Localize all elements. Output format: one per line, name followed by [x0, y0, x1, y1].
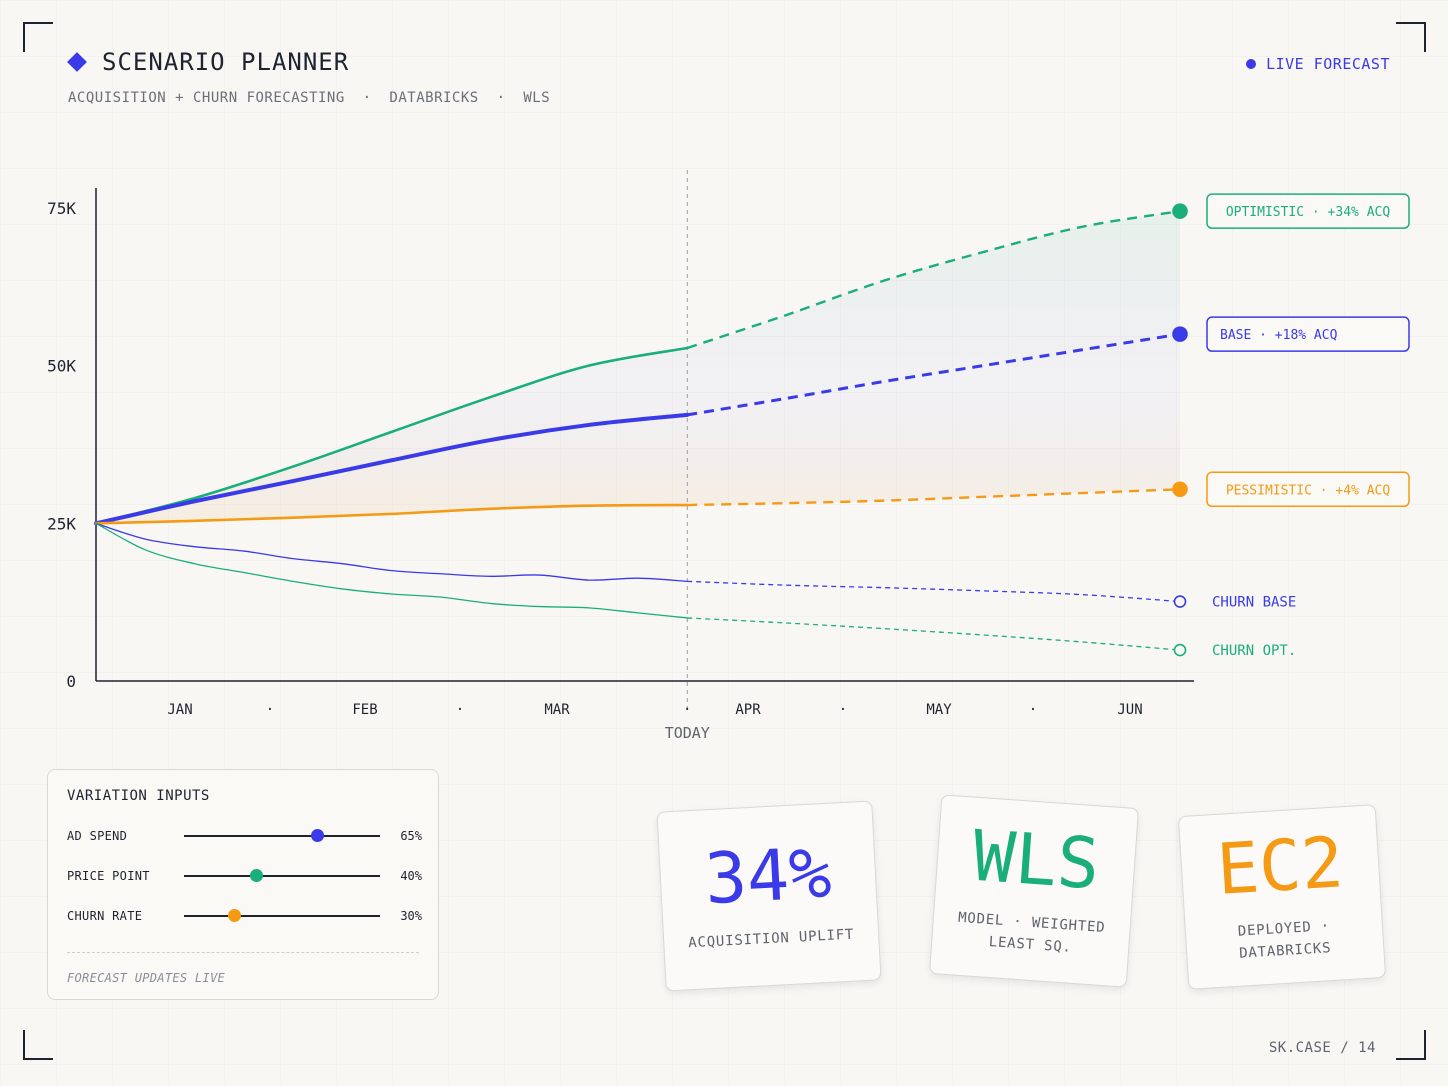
today-label: TODAY: [665, 724, 710, 742]
series-line-actual: [94, 412, 690, 526]
series-tag-label: CHURN OPT.: [1212, 643, 1296, 659]
page-footer: SK.CASE / 14: [1268, 1040, 1376, 1056]
y-tick-label: 50K: [47, 357, 76, 376]
series-tag-label: PESSIMISTIC · +4% ACQ: [1226, 483, 1391, 498]
series-tag-label: OPTIMISTIC · +34% ACQ: [1226, 205, 1391, 220]
x-tick-separator: ·: [839, 702, 847, 718]
slider-label: AD SPEND: [67, 829, 128, 843]
slider-track[interactable]: [184, 909, 380, 922]
series-end-point: [1173, 595, 1187, 608]
live-dot-icon: [1246, 59, 1257, 69]
y-tick-label: 25K: [47, 514, 76, 533]
series-line-actual: [95, 522, 688, 619]
slider-price-point[interactable]: PRICE POINT 40%: [67, 866, 422, 886]
metric-card-model: WLS MODEL · WEIGHTED LEAST SQ.: [928, 794, 1140, 988]
series-line-actual: [94, 346, 689, 525]
series-line-forecast: [687, 580, 1181, 603]
panel-title: VARIATION INPUTS: [67, 788, 210, 804]
slider-value: 65%: [400, 829, 422, 843]
x-tick-separator: ·: [456, 702, 464, 718]
x-tick-separator: ·: [1029, 702, 1037, 718]
series-line-forecast: [687, 617, 1181, 651]
slider-track[interactable]: [184, 829, 380, 842]
scenario-fan-area: [96, 211, 1180, 524]
x-tick-label: JAN: [167, 702, 192, 718]
slider-label: PRICE POINT: [67, 869, 150, 883]
x-tick-label: JUN: [1117, 702, 1142, 718]
series-end-point: [1172, 481, 1188, 498]
series-end-point: [1172, 203, 1188, 219]
x-tick-separator: ·: [683, 702, 691, 718]
metric-caption: ACQUISITION UPLIFT: [687, 926, 855, 952]
series-line-actual: [95, 522, 688, 583]
page-subtitle: ACQUISITION + CHURN FORECASTING · DATABR…: [68, 90, 551, 106]
corner-mark-bottom-left: [23, 1030, 53, 1060]
metric-value: 34%: [702, 831, 834, 921]
slider-value: 30%: [400, 909, 422, 923]
series-line-actual: [94, 503, 689, 525]
corner-mark-top-right: [1396, 22, 1426, 52]
x-tick-label: APR: [735, 702, 761, 718]
live-forecast-badge[interactable]: LIVE FORECAST: [1246, 55, 1390, 73]
panel-divider: [67, 952, 419, 953]
y-tick-label: 75K: [47, 199, 76, 218]
metric-card-acquisition: 34% ACQUISITION UPLIFT: [656, 800, 882, 992]
x-tick-label: MAY: [926, 702, 952, 718]
slider-label: CHURN RATE: [67, 909, 143, 923]
slider-track[interactable]: [184, 869, 380, 882]
metric-caption: MODEL · WEIGHTED LEAST SQ.: [957, 910, 1106, 956]
slider-churn-rate[interactable]: CHURN RATE 30%: [67, 906, 422, 926]
slider-value: 40%: [400, 869, 422, 883]
series-line-forecast: [686, 209, 1181, 350]
panel-footnote: FORECAST UPDATES LIVE: [67, 971, 226, 985]
slider-thumb[interactable]: [228, 909, 242, 922]
x-tick-separator: ·: [266, 702, 274, 718]
series-tag-label: BASE · +18% ACQ: [1220, 328, 1338, 343]
series-tag-box: [1206, 193, 1410, 229]
series-line-forecast: [687, 332, 1181, 417]
corner-mark-top-left: [23, 22, 53, 52]
y-tick-label: 0: [66, 672, 76, 691]
metric-value: WLS: [970, 815, 1103, 906]
metric-caption: DEPLOYED · DATABRICKS: [1237, 918, 1332, 962]
series-end-point: [1172, 326, 1188, 342]
live-forecast-label: LIVE FORECAST: [1266, 55, 1390, 73]
header: SCENARIO PLANNER: [67, 48, 350, 76]
corner-mark-bottom-right: [1396, 1030, 1426, 1060]
series-end-point: [1173, 643, 1187, 657]
series-tag-label: CHURN BASE: [1212, 595, 1296, 611]
series-line-forecast: [687, 488, 1181, 507]
metric-card-deployment: EC2 DEPLOYED · DATABRICKS: [1177, 804, 1387, 990]
x-tick-label: MAR: [544, 702, 570, 718]
series-tag-box: [1206, 471, 1410, 508]
x-tick-label: FEB: [352, 702, 377, 718]
forecast-chart: 75K 50K 25K 0 JAN FEB MAR · TODAY APR MAY JUN · · · · OP…: [47, 170, 1410, 742]
series-tag-box: [1206, 316, 1410, 352]
slider-thumb[interactable]: [310, 829, 324, 842]
page-title: SCENARIO PLANNER: [102, 48, 350, 76]
slider-thumb[interactable]: [250, 869, 264, 882]
metric-value: EC2: [1214, 821, 1346, 912]
slider-ad-spend[interactable]: AD SPEND 65%: [67, 826, 422, 846]
variation-inputs-panel: VARIATION INPUTS AD SPEND 65% PRICE POIN…: [47, 769, 439, 1000]
